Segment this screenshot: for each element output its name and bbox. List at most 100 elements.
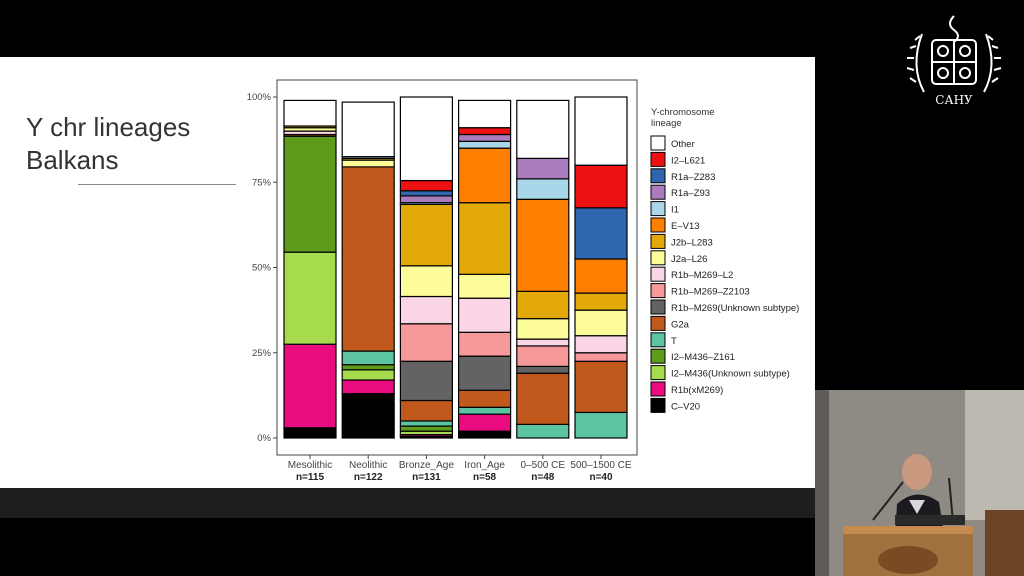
bar-segment [399, 425, 453, 432]
seal-lettering: САНУ [935, 93, 973, 107]
bar-segment [399, 399, 453, 422]
bar-segment [458, 297, 512, 333]
bar-segment [399, 96, 453, 182]
bar-segment [341, 369, 395, 381]
bar-segment [574, 360, 628, 414]
bar-segment [574, 411, 628, 439]
bar-segment [458, 389, 512, 408]
bar-segment [516, 423, 570, 439]
bar-segment [574, 352, 628, 362]
bar-segment [458, 331, 512, 357]
bar-segment [574, 207, 628, 260]
bar-segment [399, 295, 453, 325]
x-tick-label: Iron_Age [464, 460, 505, 471]
bar-segment [516, 290, 570, 320]
bar-segment [341, 379, 395, 395]
legend-swatch [650, 184, 666, 200]
bar-segment [516, 372, 570, 425]
legend-label: R1b–M269–Z2103 [671, 287, 750, 298]
bar-segment [458, 133, 512, 142]
y-tick-label: 100% [247, 92, 272, 103]
legend-label: J2a–L26 [671, 254, 707, 265]
slide-title-line-2: Balkans [26, 145, 119, 175]
speaker-video-image [815, 390, 1024, 576]
bar-segment [283, 427, 337, 439]
legend-label: R1a–Z93 [671, 188, 710, 199]
legend-label: R1b–M269(Unknown subtype) [671, 303, 799, 314]
bar-segment [516, 345, 570, 367]
bar-segment [516, 198, 570, 292]
bar-segment [399, 323, 453, 362]
y-tick-label: 25% [252, 348, 272, 359]
legend-title: Y-chromosome [651, 107, 715, 118]
bar-segment [574, 335, 628, 354]
legend-swatch [650, 332, 666, 348]
slide-title-line-1: Y chr lineages [26, 112, 191, 142]
bar-segment [516, 99, 570, 159]
bar-segment [341, 166, 395, 352]
legend-label: R1b(xM269) [671, 385, 723, 396]
bar-segment [399, 203, 453, 267]
bar-segment [574, 258, 628, 294]
bar-segment [341, 101, 395, 158]
legend-label: E–V13 [671, 221, 700, 232]
academy-seal-logo: САНУ [906, 15, 1002, 107]
y-tick-label: 0% [257, 433, 271, 444]
legend-swatch [650, 217, 666, 233]
x-tick-label: Bronze_Age [399, 460, 454, 471]
legend-label: I2–L621 [671, 155, 705, 166]
y-tick-label: 75% [252, 177, 272, 188]
legend-label: R1a–Z283 [671, 172, 715, 183]
bar-segment [283, 99, 337, 127]
sample-size-label: n=131 [412, 472, 441, 483]
sample-size-label: n=115 [296, 472, 325, 483]
bar-segment [516, 157, 570, 180]
sample-size-label: n=40 [589, 472, 613, 483]
bar-segment [341, 350, 395, 366]
legend-swatch [650, 250, 666, 266]
sample-size-label: n=48 [531, 472, 555, 483]
bar-segment [399, 265, 453, 298]
speaker-video-feed [815, 390, 1024, 576]
bar-segment [516, 365, 570, 374]
legend-swatch [650, 381, 666, 397]
bar-segment [399, 179, 453, 192]
bar-segment [341, 393, 395, 439]
bar-segment [458, 406, 512, 415]
right-laurel-branch [983, 33, 993, 93]
bar-segment [458, 127, 512, 136]
legend-swatch [650, 365, 666, 381]
legend-label: T [671, 336, 677, 347]
bar-segment [574, 309, 628, 337]
legend-label: I2–M436–Z161 [671, 352, 735, 363]
legend-label: Other [671, 139, 695, 150]
x-tick-label: Neolithic [349, 460, 387, 471]
bar-segment [458, 273, 512, 299]
legend-swatch [650, 283, 666, 299]
y-tick-label: 50% [252, 263, 272, 274]
legend-swatch [650, 135, 666, 151]
legend-label: C–V20 [671, 401, 700, 412]
bar-segment [283, 135, 337, 253]
bar-segment [574, 164, 628, 209]
bar-segment [516, 318, 570, 340]
legend-swatch [650, 348, 666, 364]
legend-swatch [650, 168, 666, 184]
bar-segment [458, 430, 512, 439]
sample-size-label: n=58 [473, 472, 497, 483]
slide-bottom-band [0, 488, 815, 518]
bar-segment [458, 202, 512, 275]
legend-title: lineage [651, 118, 682, 129]
bar-segment [458, 99, 512, 129]
legend-label: G2a [671, 319, 690, 330]
legend-swatch [650, 299, 666, 315]
legend-swatch [650, 397, 666, 413]
bar-segment [574, 292, 628, 311]
legend-swatch [650, 266, 666, 282]
legend-label: R1b–M269–L2 [671, 270, 733, 281]
bar-segment [574, 96, 628, 166]
legend-label: J2b–L283 [671, 237, 713, 248]
bar-segment [283, 343, 337, 429]
bar-segment [399, 420, 453, 427]
legend-swatch [650, 233, 666, 249]
